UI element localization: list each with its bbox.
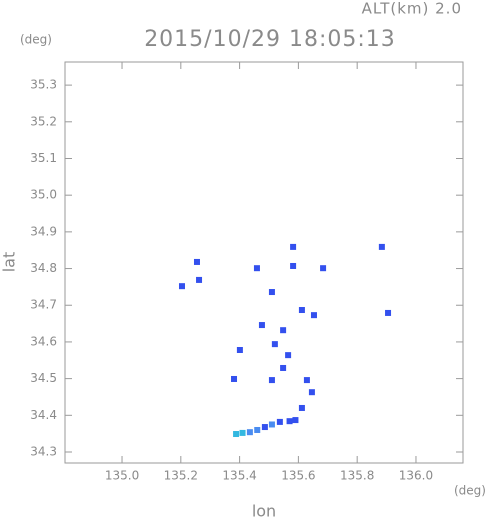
echo-point xyxy=(268,421,275,428)
y-axis-label: lat xyxy=(0,252,19,273)
echo-point xyxy=(303,377,310,384)
echo-point xyxy=(378,243,385,250)
echo-point xyxy=(193,258,200,265)
chart-title: 2015/10/29 18:05:13 xyxy=(144,27,396,52)
echo-point xyxy=(320,265,327,272)
y-tick-label: 34.4 xyxy=(30,408,57,422)
x-tick-label: 135.2 xyxy=(164,469,198,483)
echo-point xyxy=(196,276,203,283)
x-tick-label: 135.8 xyxy=(340,469,374,483)
echo-point xyxy=(308,389,315,396)
echo-point xyxy=(280,364,287,371)
echo-point xyxy=(285,352,292,359)
echo-point xyxy=(276,418,283,425)
echo-point xyxy=(253,265,260,272)
y-tick-label: 35.3 xyxy=(30,78,57,92)
y-tick-label: 34.9 xyxy=(30,224,57,238)
altitude-label: ALT(km) 2.0 xyxy=(362,0,462,18)
echo-point xyxy=(231,375,238,382)
echo-point xyxy=(258,322,265,329)
echo-point xyxy=(290,262,297,269)
y-tick-label: 34.8 xyxy=(30,261,57,275)
y-tick-label: 34.3 xyxy=(30,444,57,458)
x-tick-label: 135.6 xyxy=(281,469,315,483)
echo-point xyxy=(246,429,253,436)
echo-point xyxy=(385,309,392,316)
x-axis-label: lon xyxy=(252,502,276,521)
echo-point xyxy=(298,404,305,411)
x-tick-label: 135.0 xyxy=(105,469,139,483)
x-tick-label: 136.0 xyxy=(399,469,433,483)
echo-point xyxy=(271,341,278,348)
echo-point xyxy=(236,347,243,354)
echo-point xyxy=(233,431,240,438)
y-tick-label: 35.2 xyxy=(30,114,57,128)
y-tick-label: 34.6 xyxy=(30,334,57,348)
echo-point xyxy=(239,429,246,436)
echo-point xyxy=(178,283,185,290)
echo-point xyxy=(254,426,261,433)
plot-frame xyxy=(64,61,464,464)
echo-point xyxy=(310,312,317,319)
echo-point xyxy=(298,307,305,314)
echo-point xyxy=(290,243,297,250)
x-tick-label: 135.4 xyxy=(222,469,256,483)
echo-point xyxy=(280,327,287,334)
y-tick-label: 35.0 xyxy=(30,188,57,202)
echo-point xyxy=(292,417,299,424)
y-tick-label: 35.1 xyxy=(30,151,57,165)
echo-point xyxy=(261,424,268,431)
y-unit: (deg) xyxy=(20,33,52,47)
x-unit: (deg) xyxy=(454,484,486,498)
echo-point xyxy=(268,377,275,384)
y-tick-label: 34.5 xyxy=(30,371,57,385)
echo-point xyxy=(286,418,293,425)
echo-point xyxy=(268,289,275,296)
y-tick-label: 34.7 xyxy=(30,298,57,312)
